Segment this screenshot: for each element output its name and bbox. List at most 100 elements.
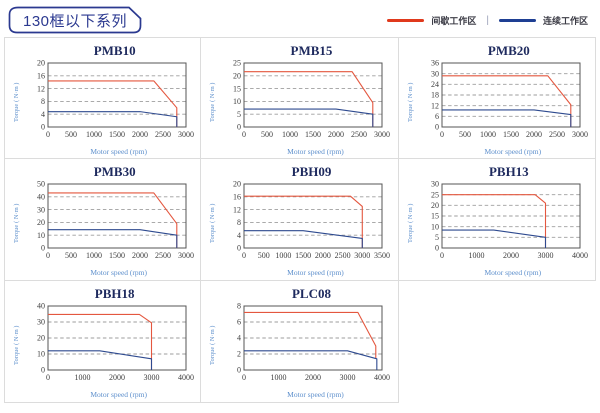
chart-body: Torque ( N·m ) 0 5 10 15 20 25 30 0 1000 2000 3000… [405, 179, 591, 267]
svg-text:10: 10 [37, 350, 45, 359]
y-axis-label: Torque ( N·m ) [406, 203, 414, 243]
svg-text:1500: 1500 [305, 130, 321, 139]
svg-text:0: 0 [242, 373, 246, 382]
svg-text:3000: 3000 [537, 251, 553, 260]
svg-text:0: 0 [46, 251, 50, 260]
chart-body: Torque ( N·m ) 0 2 4 6 8 0 1000 2000 3000 4000 [207, 301, 393, 389]
svg-text:6: 6 [237, 318, 241, 327]
legend: 间歇工作区 | 连续工作区 [387, 14, 592, 27]
svg-text:30: 30 [37, 205, 45, 214]
svg-text:500: 500 [459, 130, 471, 139]
svg-text:0: 0 [440, 130, 444, 139]
svg-text:0: 0 [41, 244, 45, 253]
svg-text:0: 0 [435, 244, 439, 253]
chart-title: PBH09 [291, 164, 332, 179]
chart-cell-pmb20: PMB20 Torque ( N·m ) 0 6 12 18 24 30 36 0 500 100… [398, 37, 596, 159]
svg-text:20: 20 [233, 180, 241, 189]
svg-text:1000: 1000 [282, 130, 298, 139]
svg-text:15: 15 [431, 212, 439, 221]
svg-text:0: 0 [242, 130, 246, 139]
empty-cell [398, 281, 596, 403]
title-box-outline-icon [8, 6, 142, 34]
svg-text:1000: 1000 [468, 251, 484, 260]
chart-cell-pmb30: PMB30 Torque ( N·m ) 0 10 20 30 40 50 0 500 1000… [4, 159, 202, 281]
svg-text:30: 30 [431, 180, 439, 189]
svg-text:30: 30 [37, 318, 45, 327]
svg-text:2500: 2500 [155, 251, 171, 260]
x-axis-label: Motor speed (rpm) [287, 147, 344, 156]
x-axis-label: Motor speed (rpm) [287, 390, 344, 399]
svg-text:10: 10 [233, 97, 241, 106]
svg-text:2500: 2500 [335, 251, 351, 260]
chart-cell-plc08: PLC08 Torque ( N·m ) 0 2 4 6 8 0 1000 2000 3000 4… [201, 281, 399, 403]
y-axis-label: Torque ( N·m ) [13, 325, 20, 365]
svg-text:0: 0 [237, 366, 241, 375]
x-axis-label: Motor speed (rpm) [90, 268, 147, 277]
svg-text:2000: 2000 [315, 251, 331, 260]
x-axis-label: Motor speed (rpm) [287, 268, 344, 277]
svg-text:36: 36 [431, 59, 439, 68]
svg-text:2000: 2000 [305, 373, 321, 382]
svg-text:0: 0 [41, 123, 45, 132]
torque-speed-plot-pmb15: 0 5 10 15 20 25 0 500 1000 1500 2000 2500 3000 [233, 59, 390, 139]
x-axis-label: Motor speed (rpm) [90, 390, 147, 399]
svg-text:24: 24 [431, 80, 439, 89]
svg-text:25: 25 [233, 59, 241, 68]
chart-cell-pmb10: PMB10 Torque ( N·m ) 0 4 8 12 16 20 0 500 1000 15… [4, 37, 202, 159]
y-axis-label: Torque ( N·m ) [13, 82, 20, 122]
svg-text:1000: 1000 [86, 130, 102, 139]
svg-text:3000: 3000 [178, 130, 194, 139]
svg-text:0: 0 [435, 123, 439, 132]
header-bar: 130框以下系列 间歇工作区 | 连续工作区 [0, 0, 600, 37]
chart-body: Torque ( N·m ) 0 10 20 30 40 50 0 500 1000 1500 20… [11, 179, 196, 267]
svg-text:2500: 2500 [549, 130, 565, 139]
chart-title: PMB15 [290, 43, 333, 58]
chart-grid: PMB10 Torque ( N·m ) 0 4 8 12 16 20 0 500 1000 15… [4, 37, 596, 403]
svg-text:5: 5 [237, 110, 241, 119]
svg-text:500: 500 [258, 251, 270, 260]
svg-text:3000: 3000 [572, 130, 588, 139]
chart-body: Torque ( N·m ) 0 6 12 18 24 30 36 0 500 1000 1500 2… [405, 58, 591, 146]
x-axis-label: Motor speed (rpm) [484, 268, 542, 277]
y-axis-label: Torque ( N·m ) [209, 325, 217, 365]
chart-title: PBH13 [488, 164, 529, 179]
svg-text:20: 20 [233, 72, 241, 81]
chart-title: PMB30 [93, 164, 136, 179]
svg-text:20: 20 [431, 201, 439, 210]
y-axis-label: Torque ( N·m ) [406, 82, 414, 122]
svg-text:2000: 2000 [503, 251, 519, 260]
svg-text:18: 18 [431, 91, 439, 100]
svg-text:30: 30 [431, 69, 439, 78]
svg-text:0: 0 [237, 123, 241, 132]
svg-text:1000: 1000 [75, 373, 91, 382]
svg-text:12: 12 [37, 84, 45, 93]
chart-title: PLC08 [291, 286, 331, 301]
svg-text:3000: 3000 [374, 130, 390, 139]
chart-body: Torque ( N·m ) 0 10 20 30 40 0 1000 2000 3000 400… [11, 301, 196, 389]
svg-text:0: 0 [41, 366, 45, 375]
svg-text:0: 0 [440, 251, 444, 260]
intermittent-line-swatch-icon [387, 18, 425, 22]
chart-cell-pmb15: PMB15 Torque ( N·m ) 0 5 10 15 20 25 0 500 1000 1… [201, 37, 399, 159]
svg-text:2000: 2000 [328, 130, 344, 139]
svg-text:2000: 2000 [132, 130, 148, 139]
svg-text:4000: 4000 [374, 373, 390, 382]
torque-speed-plot-plc08: 0 2 4 6 8 0 1000 2000 3000 4000 [237, 302, 390, 382]
svg-text:40: 40 [37, 302, 45, 311]
svg-text:0: 0 [242, 251, 246, 260]
chart-body: Torque ( N·m ) 0 4 8 12 16 20 0 500 1000 1500 2000… [207, 179, 393, 267]
svg-text:12: 12 [233, 205, 241, 214]
torque-speed-plot-pbh18: 0 10 20 30 40 0 1000 2000 3000 4000 [37, 302, 194, 382]
chart-title: PMB20 [487, 43, 530, 58]
svg-text:4: 4 [237, 231, 241, 240]
svg-text:20: 20 [37, 218, 45, 227]
svg-text:2500: 2500 [155, 130, 171, 139]
svg-text:1500: 1500 [503, 130, 519, 139]
x-axis-label: Motor speed (rpm) [90, 147, 147, 156]
legend-intermittent-label: 间歇工作区 [431, 15, 477, 26]
svg-text:15: 15 [233, 84, 241, 93]
svg-text:0: 0 [237, 244, 241, 253]
